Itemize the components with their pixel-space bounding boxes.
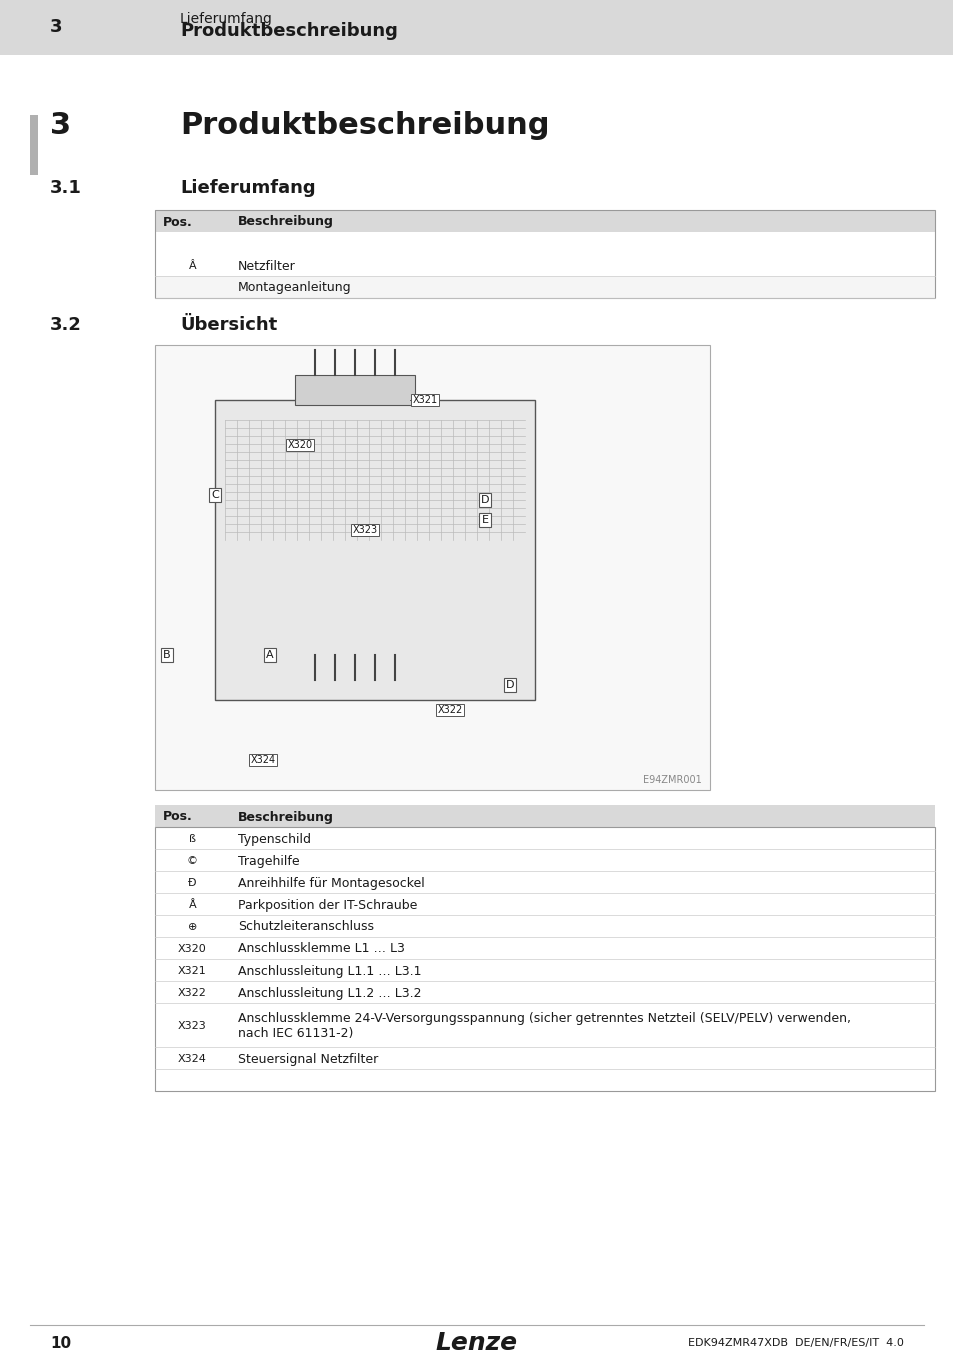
Text: X321: X321: [178, 967, 207, 976]
Bar: [154, 211, 934, 232]
Bar: [30, 115, 38, 176]
Text: 10: 10: [50, 1335, 71, 1350]
Text: Lieferumfang: Lieferumfang: [180, 12, 273, 26]
Text: E: E: [481, 514, 488, 525]
Text: Tragehilfe: Tragehilfe: [237, 855, 299, 868]
Text: Produktbeschreibung: Produktbeschreibung: [180, 23, 397, 40]
Text: Produktbeschreibung: Produktbeschreibung: [180, 111, 549, 139]
Bar: [154, 275, 934, 298]
Text: A: A: [266, 649, 274, 660]
Bar: [154, 1069, 934, 1091]
Bar: [294, 375, 415, 405]
Text: Steuersignal Netzfilter: Steuersignal Netzfilter: [237, 1053, 377, 1065]
Bar: [0, 0, 953, 55]
Text: Beschreibung: Beschreibung: [237, 216, 334, 228]
Text: Parkposition der IT-Schraube: Parkposition der IT-Schraube: [237, 899, 417, 911]
Text: X323: X323: [352, 525, 377, 535]
Text: Typenschild: Typenschild: [237, 833, 311, 845]
Text: B: B: [163, 649, 171, 660]
Text: D: D: [505, 680, 514, 690]
Text: 3.2: 3.2: [50, 316, 82, 333]
Bar: [154, 871, 934, 892]
Bar: [214, 400, 535, 701]
Text: D: D: [480, 495, 489, 505]
Bar: [154, 915, 934, 937]
Text: Pos.: Pos.: [163, 216, 193, 228]
Bar: [154, 1025, 934, 1069]
Text: C: C: [211, 490, 218, 500]
Text: X322: X322: [436, 705, 462, 716]
Text: E94ZMR001: E94ZMR001: [642, 775, 701, 784]
Text: Lenze: Lenze: [436, 1331, 517, 1350]
Text: Beschreibung: Beschreibung: [237, 810, 334, 824]
Text: Anschlussleitung L1.2 … L3.2: Anschlussleitung L1.2 … L3.2: [237, 987, 421, 999]
Text: Netzfilter: Netzfilter: [237, 259, 295, 273]
Text: X321: X321: [412, 396, 437, 405]
Text: 3.1: 3.1: [50, 180, 82, 197]
Bar: [154, 828, 934, 1091]
Bar: [154, 849, 934, 871]
Bar: [154, 981, 934, 1003]
Text: Anschlussklemme L1 … L3: Anschlussklemme L1 … L3: [237, 942, 404, 956]
Text: 3: 3: [50, 111, 71, 139]
Text: X320: X320: [287, 440, 313, 450]
Text: Übersicht: Übersicht: [180, 316, 277, 333]
Bar: [154, 346, 709, 790]
Text: Pos.: Pos.: [163, 810, 193, 824]
Bar: [154, 211, 934, 298]
Text: Schutzleiteranschluss: Schutzleiteranschluss: [237, 921, 374, 933]
Bar: [154, 937, 934, 958]
Text: X324: X324: [251, 755, 275, 765]
Text: EDK94ZMR47XDB  DE/EN/FR/ES/IT  4.0: EDK94ZMR47XDB DE/EN/FR/ES/IT 4.0: [687, 1338, 903, 1349]
Text: Lieferumfang: Lieferumfang: [180, 180, 315, 197]
Bar: [154, 805, 934, 828]
Text: Montageanleitung: Montageanleitung: [237, 282, 352, 294]
Text: Anreihhilfe für Montagesockel: Anreihhilfe für Montagesockel: [237, 876, 424, 890]
Text: Â: Â: [189, 261, 196, 271]
Text: ©: ©: [187, 856, 198, 865]
Text: Anschlussleitung L1.1 … L3.1: Anschlussleitung L1.1 … L3.1: [237, 964, 421, 977]
Text: X322: X322: [178, 988, 207, 998]
Bar: [154, 254, 934, 275]
Text: X323: X323: [178, 1021, 207, 1031]
Bar: [154, 892, 934, 915]
Text: Ð: Ð: [188, 878, 196, 888]
Text: Anschlussklemme 24-V-Versorgungsspannung (sicher getrenntes Netzteil (SELV/PELV): Anschlussklemme 24-V-Versorgungsspannung…: [237, 1012, 850, 1040]
Text: X320: X320: [178, 944, 207, 954]
Text: 3: 3: [50, 19, 63, 36]
Bar: [154, 958, 934, 981]
Text: ß: ß: [189, 834, 195, 844]
Text: X324: X324: [178, 1054, 207, 1064]
Bar: [154, 1003, 934, 1025]
Text: Å: Å: [189, 900, 196, 910]
Text: ⊕: ⊕: [188, 922, 197, 931]
